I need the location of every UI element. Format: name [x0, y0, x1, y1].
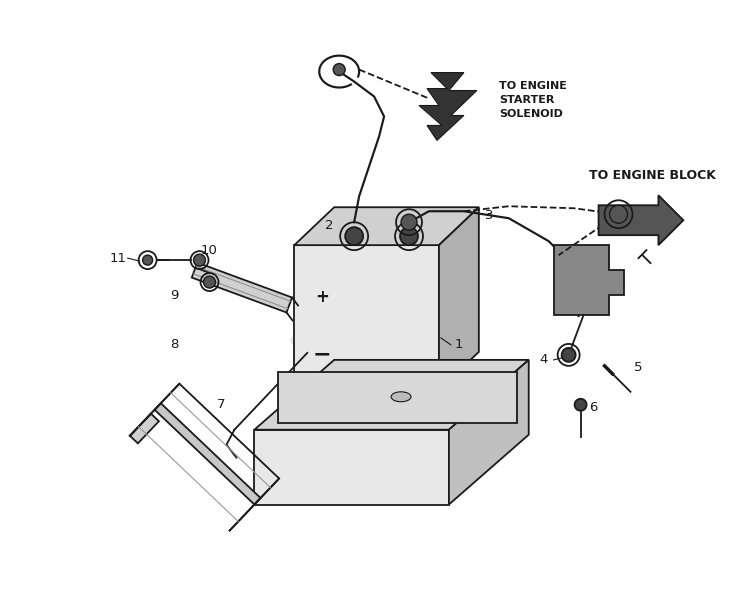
Circle shape — [401, 214, 417, 230]
Circle shape — [562, 348, 575, 362]
Polygon shape — [278, 372, 517, 423]
Text: 10: 10 — [201, 244, 218, 256]
Text: 11: 11 — [110, 252, 126, 264]
Circle shape — [203, 276, 215, 288]
Text: 1: 1 — [454, 338, 464, 351]
Circle shape — [194, 254, 206, 266]
Circle shape — [142, 255, 153, 265]
Polygon shape — [192, 263, 292, 312]
Text: 3: 3 — [484, 208, 493, 222]
Polygon shape — [154, 403, 260, 504]
Circle shape — [333, 63, 345, 76]
Text: +: + — [315, 288, 329, 306]
Circle shape — [574, 399, 586, 411]
Text: 2: 2 — [325, 219, 334, 232]
Polygon shape — [439, 207, 479, 390]
Circle shape — [345, 227, 363, 245]
Polygon shape — [130, 414, 159, 443]
Polygon shape — [254, 430, 449, 504]
Ellipse shape — [391, 392, 411, 402]
Text: eReplacementParts.com: eReplacementParts.com — [290, 333, 459, 347]
Text: TO ENGINE BLOCK: TO ENGINE BLOCK — [589, 169, 716, 182]
Text: 9: 9 — [170, 288, 178, 301]
Circle shape — [400, 227, 418, 245]
Text: 8: 8 — [170, 338, 178, 351]
Polygon shape — [449, 360, 529, 504]
Polygon shape — [598, 196, 683, 245]
Polygon shape — [254, 360, 529, 430]
Text: TO ENGINE
STARTER
SOLENOID: TO ENGINE STARTER SOLENOID — [499, 81, 567, 119]
Text: −: − — [313, 345, 332, 365]
Text: 6: 6 — [590, 401, 598, 415]
Text: 4: 4 — [539, 354, 548, 367]
Polygon shape — [419, 73, 477, 140]
Circle shape — [610, 205, 628, 223]
Polygon shape — [554, 245, 623, 315]
Text: 7: 7 — [217, 399, 226, 411]
Text: 5: 5 — [634, 362, 643, 375]
Polygon shape — [294, 245, 439, 390]
Polygon shape — [294, 207, 478, 245]
